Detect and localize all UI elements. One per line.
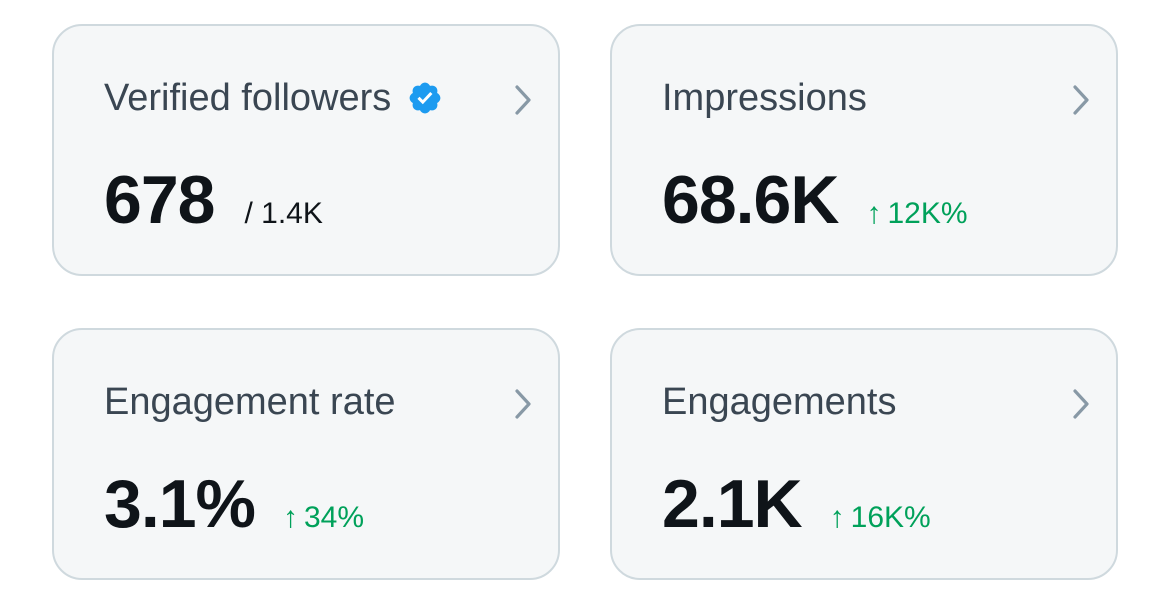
card-title: Impressions [662,74,867,122]
value-row: 678 / 1.4K [104,162,323,238]
card-title-label: Engagement rate [104,381,396,423]
card-title-label: Engagements [662,381,897,423]
metric-change: ↑ 12K% [866,197,967,231]
value-row: 3.1% ↑ 34% [104,466,364,542]
metric-value: 2.1K [662,466,803,542]
chevron-right-icon[interactable] [508,82,536,118]
card-title: Engagements [662,378,897,426]
analytics-cards-grid: Verified followers 678 / 1.4K Impression… [52,24,1118,580]
chevron-right-icon[interactable] [1066,82,1094,118]
engagements-card[interactable]: Engagements 2.1K ↑ 16K% [610,328,1118,580]
metric-value: 3.1% [104,466,256,542]
up-arrow-icon: ↑ [829,501,845,534]
card-title-label: Impressions [662,77,867,119]
metric-value: 678 [104,162,215,238]
metric-change: ↑ 16K% [830,501,931,535]
chevron-right-icon[interactable] [1066,386,1094,422]
metric-change: ↑ 34% [283,501,364,535]
value-row: 2.1K ↑ 16K% [662,466,931,542]
up-arrow-icon: ↑ [283,501,298,534]
up-arrow-icon: ↑ [866,197,882,230]
chevron-right-icon[interactable] [508,386,536,422]
metric-total: / 1.4K [244,197,323,230]
card-title: Engagement rate [104,378,396,426]
impressions-card[interactable]: Impressions 68.6K ↑ 12K% [610,24,1118,276]
card-title-label: Verified followers [104,77,392,119]
value-row: 68.6K ↑ 12K% [662,162,968,238]
metric-change-value: 12K% [887,197,968,230]
verified-badge-icon [407,80,443,116]
engagement-rate-card[interactable]: Engagement rate 3.1% ↑ 34% [52,328,560,580]
card-title: Verified followers [104,74,443,122]
metric-value: 68.6K [662,162,839,238]
metric-change-value: 16K% [850,501,931,534]
metric-change-value: 34% [304,501,365,534]
verified-followers-card[interactable]: Verified followers 678 / 1.4K [52,24,560,276]
